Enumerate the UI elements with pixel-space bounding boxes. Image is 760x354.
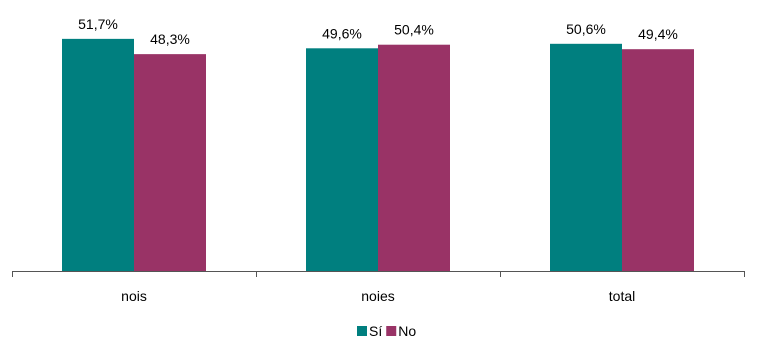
data-label: 50,6% (566, 21, 606, 37)
category-labels-group: nois noies total (121, 288, 635, 304)
bars-group (62, 38, 694, 272)
category-label: total (609, 288, 635, 304)
bar-no-noies (378, 44, 450, 272)
bar-si-noies (306, 48, 378, 271)
bar-si-total (550, 43, 622, 271)
data-labels-group: 51,7% 48,3% 49,6% 50,4% 50,6% 49,4% (78, 16, 678, 47)
legend-swatch-si (357, 326, 367, 336)
legend: Sí No (357, 323, 416, 339)
category-label: nois (121, 288, 147, 304)
data-label: 48,3% (150, 31, 190, 47)
bar-no-nois (134, 54, 206, 272)
data-label: 50,4% (394, 22, 434, 38)
legend-swatch-no (386, 326, 397, 336)
bar-no-total (622, 49, 694, 271)
x-ticks-group (12, 271, 745, 277)
data-label: 51,7% (78, 16, 118, 32)
bar-si-nois (62, 38, 134, 271)
data-label: 49,4% (638, 26, 678, 42)
category-label: noies (361, 288, 394, 304)
legend-label-no: No (398, 323, 416, 339)
legend-label-si: Sí (369, 323, 382, 339)
data-label: 49,6% (322, 25, 362, 41)
